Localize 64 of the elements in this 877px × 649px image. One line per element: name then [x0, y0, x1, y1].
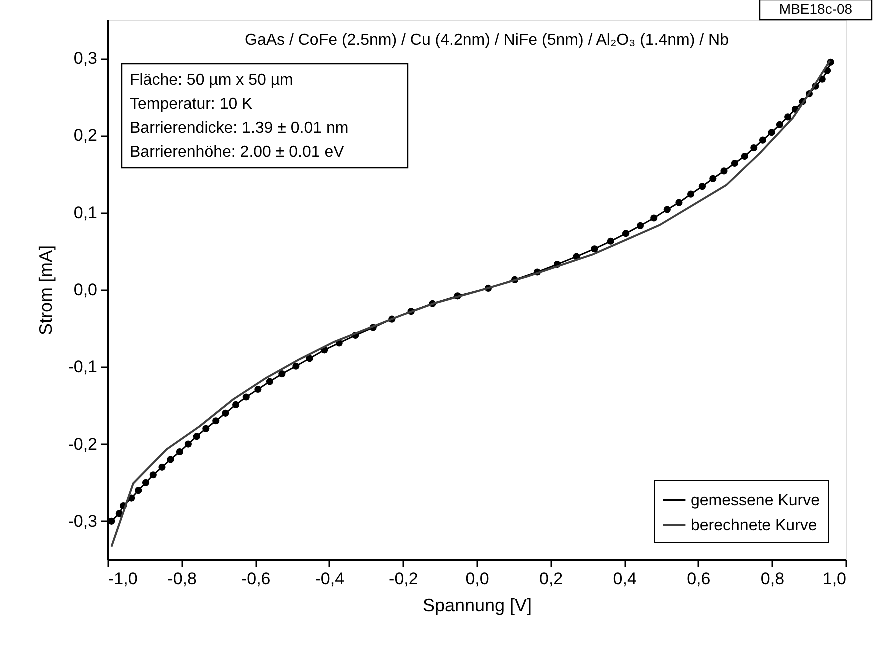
point [232, 401, 240, 408]
point [142, 479, 150, 486]
y-tick-label: -0,2 [68, 434, 98, 454]
point [242, 394, 250, 401]
x-tick-label: 0,2 [539, 570, 564, 588]
x-tick-label: 0,0 [466, 570, 490, 588]
x-tick-label: -0,4 [315, 570, 345, 588]
x-tick-label: 0,4 [613, 570, 637, 588]
x-tick-label: 0,8 [760, 570, 785, 588]
x-tick-label: 0,6 [687, 570, 711, 588]
point [776, 121, 784, 128]
point [768, 129, 776, 136]
y-tick-label: 0,2 [74, 126, 98, 146]
legend-label: gemessene Kurve [691, 492, 820, 510]
y-tick-label: 0,0 [74, 280, 98, 300]
x-tick-label: -1,0 [108, 570, 138, 588]
text: MBE18c-08 [779, 1, 853, 17]
point [687, 190, 695, 198]
point [292, 362, 300, 370]
point [150, 472, 157, 479]
y-axis-title: Strom [mA] [36, 245, 56, 336]
point [306, 355, 314, 362]
point [193, 433, 200, 440]
legend-label: berechnete Kurve [691, 518, 818, 534]
point [710, 175, 717, 182]
point [591, 246, 598, 253]
point [607, 238, 614, 245]
y-tick-label: 0,1 [74, 203, 98, 222]
point [266, 378, 274, 386]
point [167, 456, 174, 464]
point [135, 487, 142, 494]
point [664, 206, 671, 214]
point [158, 464, 166, 471]
point [212, 418, 220, 425]
point [750, 144, 758, 152]
point [759, 136, 767, 144]
point [650, 214, 658, 222]
x-tick-label: 1,0 [822, 570, 846, 588]
y-tick-label: -0,3 [68, 512, 98, 531]
annotation: Barrierenhöhe: 2.00 ± 0.01 eV [130, 144, 345, 161]
x-tick-label: -0,8 [168, 570, 197, 588]
point [720, 168, 728, 175]
x-axis-title: Spannung [V] [422, 596, 532, 616]
point [176, 448, 184, 456]
point [202, 425, 210, 432]
point [222, 410, 230, 417]
point [676, 199, 683, 206]
point [278, 370, 286, 378]
point [731, 160, 738, 168]
point [622, 230, 630, 238]
point [184, 440, 192, 448]
point [636, 222, 644, 230]
annotation: Barrierendicke: 1.39 ± 0.01 nm [130, 120, 349, 137]
point [254, 386, 262, 394]
annotation: Temperatur: 10 K [130, 96, 254, 113]
y-tick-label: 0,3 [74, 49, 98, 68]
x-tick-label: -0,2 [389, 570, 418, 588]
y-tick-label: -0,1 [68, 358, 98, 377]
text: GaAs / CoFe (2.5nm) / Cu (4.2nm) / NiFe (5nm) / Al₂O₃ (1.4nm) / Nb [245, 32, 730, 49]
x-tick-label: -0,6 [241, 570, 271, 588]
point [698, 183, 706, 190]
annotation: Fläche: 50 µm x 50 µm [130, 72, 294, 89]
point [784, 114, 792, 121]
point [741, 153, 748, 160]
